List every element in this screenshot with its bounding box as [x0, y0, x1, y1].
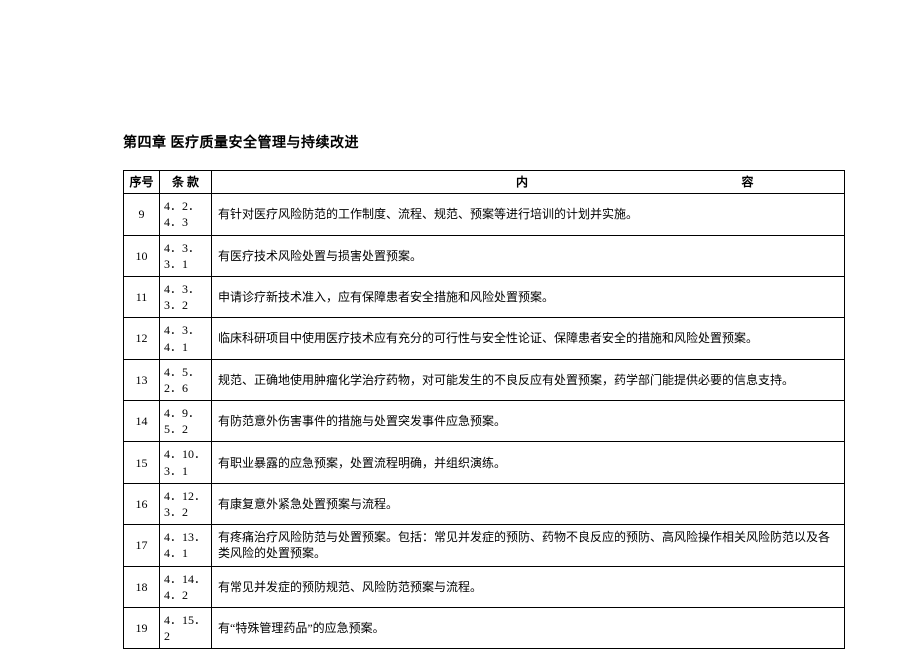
table-row: 164．12．3．2有康复意外紧急处置预案与流程。 [124, 483, 845, 524]
cell-content: 有防范意外伤害事件的措施与处置突发事件应急预案。 [212, 401, 845, 442]
table-row: 94．2．4．3有针对医疗风险防范的工作制度、流程、规范、预案等进行培训的计划并… [124, 194, 845, 235]
cell-clause: 4．14．4．2 [160, 566, 212, 607]
cell-seq: 9 [124, 194, 160, 235]
table-row: 144．9．5．2有防范意外伤害事件的措施与处置突发事件应急预案。 [124, 401, 845, 442]
cell-seq: 14 [124, 401, 160, 442]
table-body: 94．2．4．3有针对医疗风险防范的工作制度、流程、规范、预案等进行培训的计划并… [124, 194, 845, 649]
cell-seq: 10 [124, 235, 160, 276]
cell-clause: 4．3．3．2 [160, 276, 212, 317]
chapter-title: 第四章 医疗质量安全管理与持续改进 [123, 132, 845, 152]
table-row: 134．5．2．6规范、正确地使用肿瘤化学治疗药物，对可能发生的不良反应有处置预… [124, 359, 845, 400]
cell-clause: 4．15．2 [160, 607, 212, 648]
cell-content: 有“特殊管理药品”的应急预案。 [212, 607, 845, 648]
cell-content: 有职业暴露的应急预案，处置流程明确，并组织演练。 [212, 442, 845, 483]
cell-content: 申请诊疗新技术准入，应有保障患者安全措施和风险处置预案。 [212, 276, 845, 317]
cell-clause: 4．9．5．2 [160, 401, 212, 442]
cell-content: 有医疗技术风险处置与损害处置预案。 [212, 235, 845, 276]
table-header-row: 序号 条 款 内容 [124, 171, 845, 194]
table-row: 194．15．2有“特殊管理药品”的应急预案。 [124, 607, 845, 648]
cell-clause: 4．13．4．1 [160, 525, 212, 566]
table-row: 124．3．4．1临床科研项目中使用医疗技术应有充分的可行性与安全性论证、保障患… [124, 318, 845, 359]
table-row: 184．14．4．2有常见并发症的预防规范、风险防范预案与流程。 [124, 566, 845, 607]
table-row: 104．3．3．1有医疗技术风险处置与损害处置预案。 [124, 235, 845, 276]
cell-seq: 18 [124, 566, 160, 607]
cell-seq: 17 [124, 525, 160, 566]
clause-table: 序号 条 款 内容 94．2．4．3有针对医疗风险防范的工作制度、流程、规范、预… [123, 170, 845, 649]
header-content-right: 容 [742, 175, 754, 189]
cell-seq: 13 [124, 359, 160, 400]
cell-content: 有疼痛治疗风险防范与处置预案。包括：常见并发症的预防、药物不良反应的预防、高风险… [212, 525, 845, 566]
table-row: 174．13．4．1有疼痛治疗风险防范与处置预案。包括：常见并发症的预防、药物不… [124, 525, 845, 566]
cell-clause: 4．2．4．3 [160, 194, 212, 235]
cell-seq: 19 [124, 607, 160, 648]
table-row: 114．3．3．2申请诊疗新技术准入，应有保障患者安全措施和风险处置预案。 [124, 276, 845, 317]
cell-clause: 4．5．2．6 [160, 359, 212, 400]
cell-clause: 4．10．3．1 [160, 442, 212, 483]
cell-seq: 16 [124, 483, 160, 524]
table-row: 154．10．3．1有职业暴露的应急预案，处置流程明确，并组织演练。 [124, 442, 845, 483]
header-clause: 条 款 [160, 171, 212, 194]
cell-content: 规范、正确地使用肿瘤化学治疗药物，对可能发生的不良反应有处置预案，药学部门能提供… [212, 359, 845, 400]
cell-clause: 4．3．3．1 [160, 235, 212, 276]
cell-content: 有康复意外紧急处置预案与流程。 [212, 483, 845, 524]
cell-seq: 15 [124, 442, 160, 483]
cell-seq: 11 [124, 276, 160, 317]
header-content: 内容 [212, 171, 845, 194]
cell-content: 有针对医疗风险防范的工作制度、流程、规范、预案等进行培训的计划并实施。 [212, 194, 845, 235]
cell-content: 有常见并发症的预防规范、风险防范预案与流程。 [212, 566, 845, 607]
cell-clause: 4．12．3．2 [160, 483, 212, 524]
cell-seq: 12 [124, 318, 160, 359]
header-content-left: 内 [516, 175, 528, 189]
cell-content: 临床科研项目中使用医疗技术应有充分的可行性与安全性论证、保障患者安全的措施和风险… [212, 318, 845, 359]
cell-clause: 4．3．4．1 [160, 318, 212, 359]
header-seq: 序号 [124, 171, 160, 194]
